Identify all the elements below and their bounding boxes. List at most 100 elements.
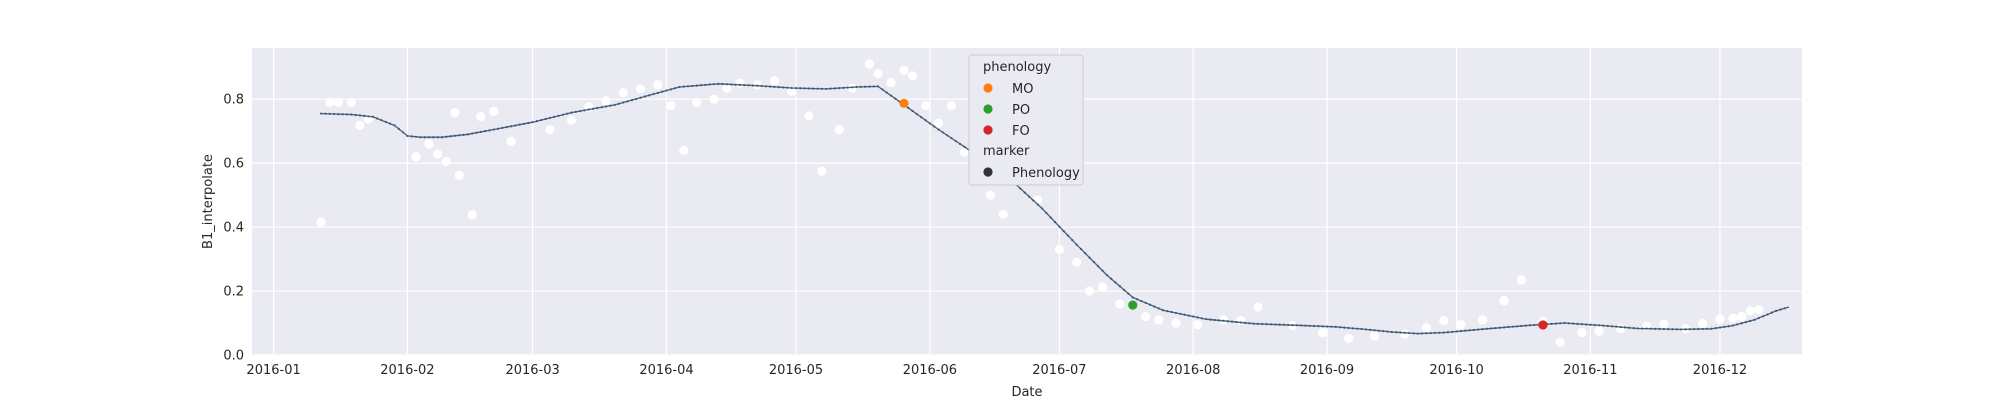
line-sample-dot (1783, 307, 1786, 310)
x-tick-label: 2016-06 (903, 363, 957, 378)
raw-point (325, 97, 335, 107)
line-sample-dot (1723, 325, 1726, 328)
line-sample-dot (1200, 317, 1203, 320)
legend-swatch-po (983, 104, 993, 114)
line-sample-dot (1114, 281, 1117, 284)
line-sample-dot (1092, 260, 1096, 264)
line-sample-dot (1032, 199, 1035, 202)
raw-point (467, 210, 477, 220)
raw-point (601, 96, 611, 106)
line-sample-dot (794, 86, 798, 90)
line-sample-dot (721, 82, 724, 86)
line-sample-dot (1533, 323, 1536, 327)
x-tick-label: 2016-05 (769, 363, 823, 378)
raw-point (653, 80, 663, 90)
line-sample-dot (501, 126, 504, 130)
line-sample-dot (1395, 331, 1398, 334)
line-sample-dot (751, 84, 754, 87)
line-sample-dot (1338, 326, 1342, 329)
line-sample-dot (1144, 301, 1147, 305)
line-sample-dot (514, 124, 517, 127)
line-sample-dot (1718, 326, 1722, 329)
line-sample-dot (1597, 324, 1601, 327)
y-tick-label: 0.4 (223, 221, 244, 236)
legend-label-fo: FO (1012, 124, 1030, 139)
line-sample-dot (777, 86, 780, 89)
line-sample-dot (674, 87, 677, 90)
line-sample-dot (1196, 316, 1199, 319)
raw-point (899, 65, 909, 75)
y-tick-label: 0.6 (223, 157, 244, 172)
raw-point (666, 100, 676, 111)
line-sample-dot (1183, 313, 1186, 316)
line-sample-dot (781, 86, 785, 89)
line-sample-dot (1356, 327, 1359, 330)
line-sample-dot (1161, 309, 1165, 312)
x-tick-label: 2016-07 (1032, 363, 1086, 378)
line-sample-dot (665, 89, 668, 92)
line-sample-dot (743, 83, 746, 87)
line-sample-dot (471, 132, 474, 135)
raw-point (450, 107, 460, 118)
line-sample-dot (1226, 320, 1229, 323)
line-sample-dot (838, 87, 841, 90)
line-sample-dot (773, 85, 776, 88)
line-sample-dot (1490, 327, 1493, 330)
line-sample-dot (1563, 321, 1566, 325)
raw-point (566, 115, 577, 125)
raw-point (946, 100, 957, 111)
line-sample-dot (626, 100, 629, 103)
line-sample-dot (561, 113, 564, 116)
line-sample-dot (406, 134, 409, 138)
raw-point (1033, 195, 1043, 205)
line-sample-dot (436, 136, 439, 139)
line-sample-dot (820, 87, 824, 90)
line-sample-dot (1714, 327, 1717, 330)
raw-point (787, 86, 797, 96)
raw-point (506, 136, 516, 146)
line-sample-dot (1610, 325, 1614, 328)
line-sample-dot (1692, 328, 1696, 331)
line-sample-dot (410, 135, 413, 138)
line-sample-dot (371, 115, 374, 118)
line-sample-dot (1524, 324, 1527, 327)
line-sample-dot (1628, 326, 1631, 329)
line-sample-dot (1300, 324, 1303, 327)
line-sample-dot (1045, 211, 1048, 215)
line-sample-dot (1248, 322, 1251, 325)
line-sample-dot (678, 85, 681, 89)
raw-point (1192, 320, 1203, 330)
raw-point (933, 118, 944, 128)
raw-point (1072, 257, 1082, 267)
line-sample-dot (1118, 285, 1121, 288)
line-sample-dot (730, 83, 733, 86)
line-sample-dot (540, 118, 543, 122)
line-sample-dot (1036, 203, 1039, 206)
line-sample-dot (1399, 331, 1402, 334)
line-sample-dot (1408, 331, 1411, 335)
legend-swatch-mo (983, 83, 993, 93)
line-sample-dot (591, 107, 595, 110)
line-sample-dot (609, 104, 612, 107)
raw-point (1054, 244, 1064, 255)
phenology-point-po (1128, 300, 1138, 310)
line-sample-dot (466, 133, 469, 136)
line-sample-dot (1753, 318, 1756, 321)
line-sample-dot (937, 128, 940, 131)
line-sample-dot (1053, 220, 1057, 224)
line-sample-dot (337, 113, 340, 116)
x-tick-label: 2016-04 (639, 363, 693, 378)
legend-label-mo: MO (1012, 82, 1033, 97)
raw-point (834, 124, 844, 135)
y-tick-labels: 0.0 0.2 0.4 0.6 0.8 (223, 93, 244, 364)
line-sample-dot (851, 86, 854, 89)
raw-point (424, 139, 434, 149)
line-sample-dot (1403, 331, 1406, 334)
line-sample-dot (350, 113, 353, 116)
raw-point (735, 78, 745, 88)
line-sample-dot (1351, 327, 1355, 330)
line-sample-dot (1308, 324, 1311, 327)
raw-point (433, 149, 443, 159)
line-sample-dot (617, 102, 621, 105)
line-sample-dot (1343, 326, 1346, 329)
